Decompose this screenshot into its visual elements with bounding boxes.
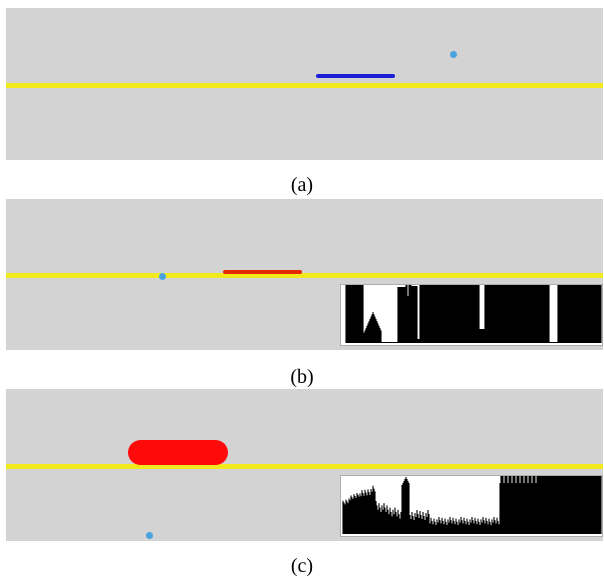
track-line (6, 83, 603, 88)
ball (450, 51, 457, 58)
caption-c: (c) (290, 555, 314, 577)
spectrum-graph (340, 475, 603, 537)
spectrum-graph (340, 284, 603, 346)
game-panel-c (6, 389, 603, 541)
spectrum-frame (340, 284, 603, 346)
track-line (6, 273, 603, 278)
ball (159, 273, 166, 280)
spectrum-frame (340, 475, 603, 537)
spectrum-panel (340, 475, 603, 537)
spectrum-panel (340, 284, 603, 346)
paddle (316, 74, 395, 78)
paddle (223, 270, 302, 274)
paddle (128, 440, 228, 465)
caption-b: (b) (290, 366, 314, 388)
caption-a: (a) (290, 174, 314, 196)
game-panel-b (6, 199, 603, 350)
ball (146, 532, 153, 539)
game-panel-a (6, 8, 603, 160)
track-line (6, 464, 603, 469)
